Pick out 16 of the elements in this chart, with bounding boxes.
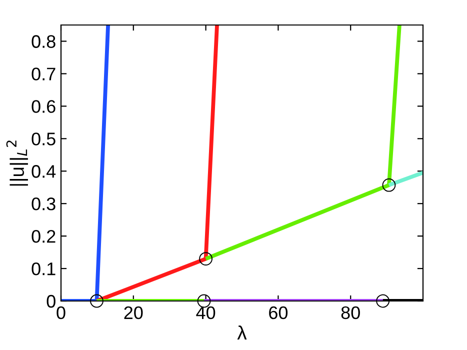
y-tick-label: 0.8 [32,35,56,48]
y-axis-title: ||u||$_{L}$$^{2}$ [6,140,28,186]
y-tick-label: 0.1 [32,262,56,276]
y-tick-label: 0.6 [32,100,56,113]
y-tick-label: 0.3 [32,198,56,210]
x-axis-title: λ [237,325,247,340]
y-tick-label: 0.2 [32,230,56,243]
y-tick-label: 0.4 [32,165,56,178]
x-tick-label: 40 [196,306,216,320]
x-tick-label: 20 [124,306,143,320]
y-tick-label: 0.7 [32,68,56,80]
x-tick-label: 0 [56,306,66,320]
y-tick-label: 0 [46,294,56,308]
x-tick-label: 60 [269,306,288,320]
y-tick-label: 0.5 [32,132,56,146]
x-tick-label: 80 [341,306,360,320]
